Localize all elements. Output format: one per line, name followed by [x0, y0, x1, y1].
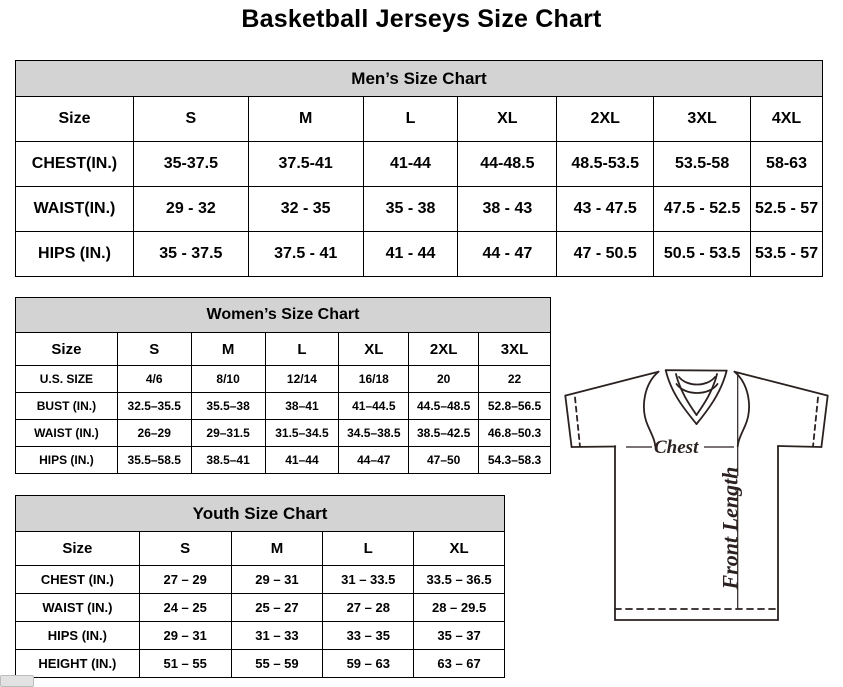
svg-text:Front Length: Front Length [718, 467, 743, 591]
svg-text:Chest: Chest [654, 437, 699, 458]
